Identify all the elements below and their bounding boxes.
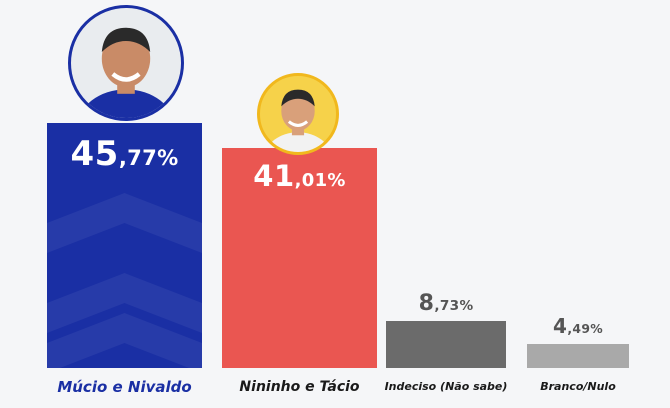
value-label-3: 8,73% <box>386 293 506 315</box>
value-label-1: 45,77% <box>47 137 202 171</box>
value-integer: 45 <box>70 134 119 174</box>
value-decimal: ,73% <box>434 298 474 315</box>
category-label-3: Indeciso (Não sabe) <box>384 380 508 393</box>
chevron-shape <box>47 273 202 333</box>
chevron-pattern <box>47 193 202 368</box>
candidate-1-photo-icon <box>68 5 184 121</box>
value-integer: 8 <box>418 291 435 317</box>
value-decimal: ,77% <box>118 145 179 170</box>
value-integer: 4 <box>553 313 568 338</box>
value-integer: 41 <box>253 159 295 194</box>
category-label-1: Múcio e Nivaldo <box>57 378 192 396</box>
chevron-shape <box>47 313 202 368</box>
candidate-2-photo-icon <box>257 73 339 155</box>
bar-4 <box>527 343 629 368</box>
value-decimal: ,01% <box>294 170 346 192</box>
bar-1 <box>47 123 202 368</box>
value-label-4: 4,49% <box>527 316 629 336</box>
category-label-2: Nininho e Tácio <box>239 379 360 395</box>
bar-3 <box>386 321 506 368</box>
bar-2 <box>222 148 377 368</box>
chevron-shape <box>47 193 202 253</box>
value-label-2: 41,01% <box>222 162 377 191</box>
category-label-4: Branco/Nulo <box>540 380 616 393</box>
value-decimal: ,49% <box>567 320 603 336</box>
